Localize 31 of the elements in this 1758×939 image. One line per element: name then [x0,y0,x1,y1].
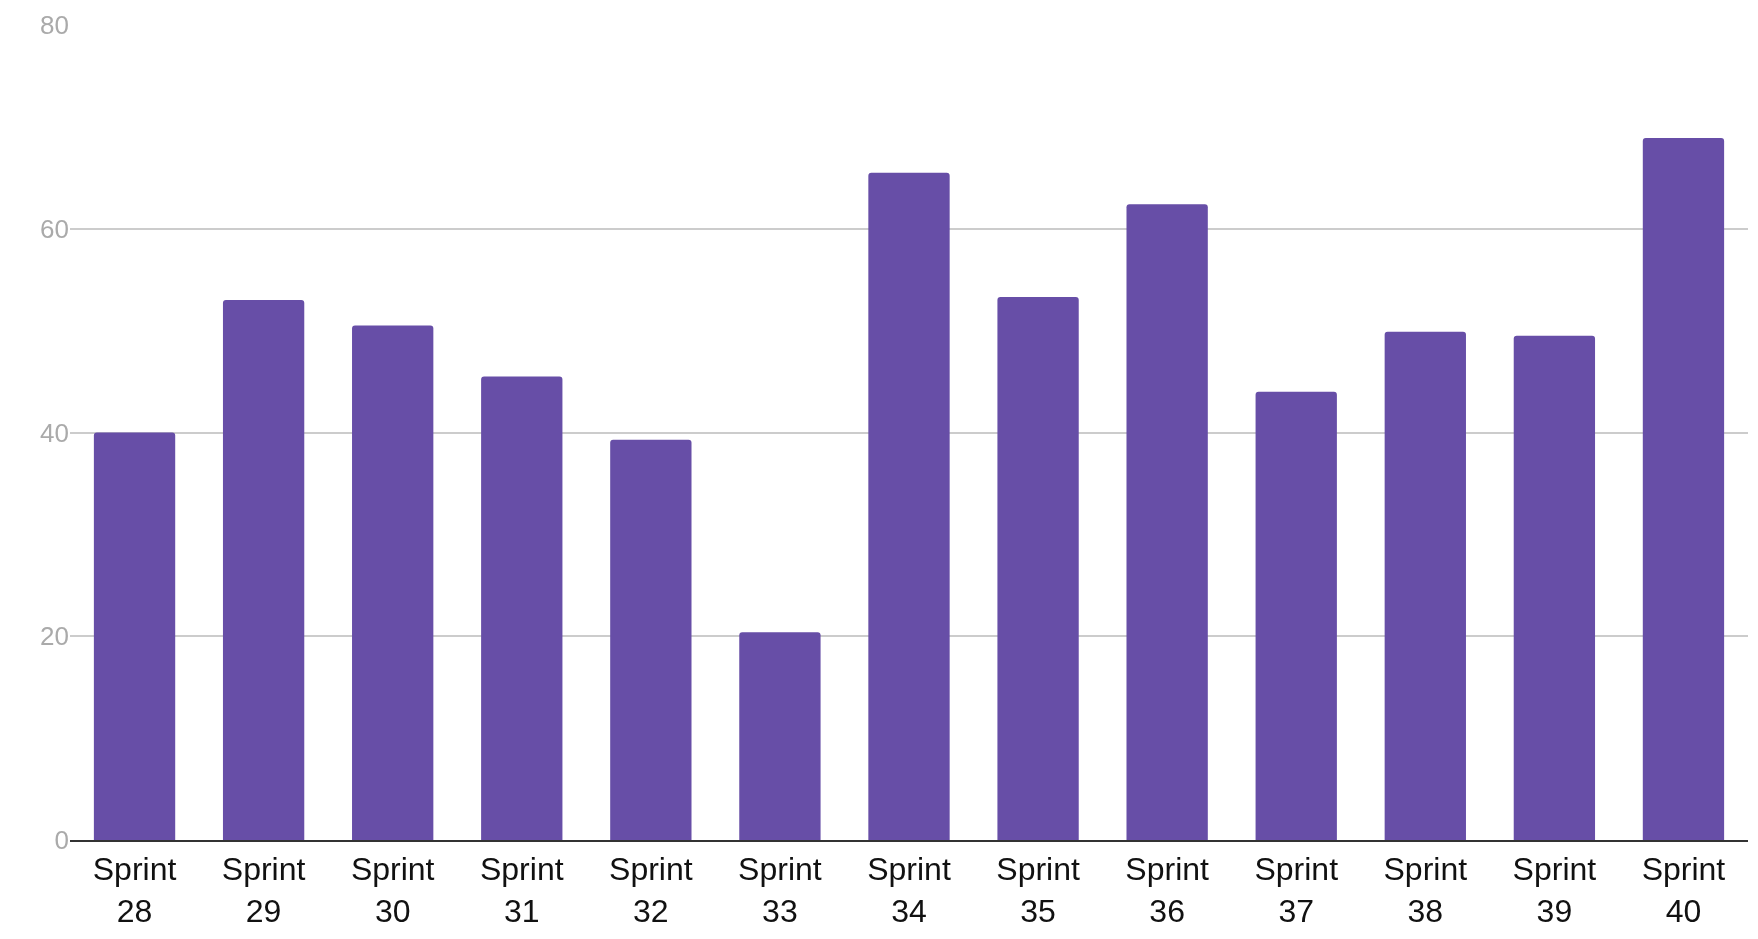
bar [93,432,176,840]
y-tick-label: 0 [54,825,69,856]
x-tick-label: Sprint 29 [221,851,306,929]
x-tick-label: Sprint 33 [738,851,822,929]
y-tick-label: 40 [40,417,69,448]
x-tick-label: Sprint 31 [479,851,564,929]
bar [610,439,692,840]
y-tick-label: 80 [40,10,69,41]
x-tick-label: Sprint 39 [1512,851,1597,929]
bar [868,172,950,840]
x-tick-label: Sprint 37 [1254,851,1339,929]
y-tick-label: 60 [40,213,69,244]
x-tick-label: Sprint 28 [92,851,177,929]
bar [481,376,563,840]
bar [352,325,434,840]
x-tick-label: Sprint 35 [996,851,1080,929]
y-tick-label: 20 [40,621,69,652]
x-tick-label: Sprint 40 [1641,851,1726,929]
x-tick-label: Sprint 34 [867,851,951,929]
x-tick-label: Sprint 30 [350,851,435,929]
bar [1126,204,1208,840]
bar [222,300,305,840]
bar [1642,138,1725,840]
bar [1513,335,1596,840]
x-tick-label: Sprint 32 [609,851,693,929]
x-tick-label: Sprint 36 [1125,851,1210,929]
x-tick-label: Sprint 38 [1383,851,1468,929]
bar [1255,391,1337,840]
bar [1384,331,1466,840]
bar [739,632,821,840]
bar [997,297,1079,840]
